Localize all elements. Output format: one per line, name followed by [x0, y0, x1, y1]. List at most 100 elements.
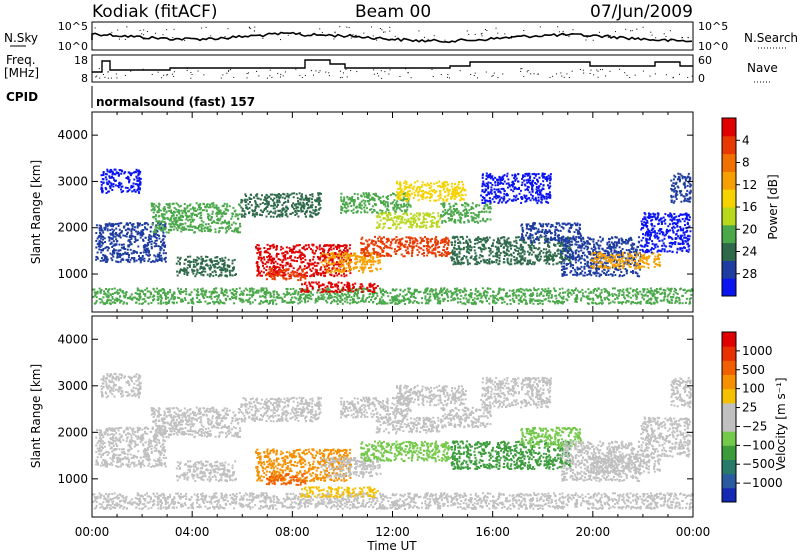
heatmap-cell — [95, 294, 97, 296]
heatmap-cell — [493, 300, 495, 302]
heatmap-cell — [564, 291, 566, 293]
heatmap-cell — [286, 302, 288, 304]
heatmap-cell — [380, 202, 382, 204]
heatmap-cell — [453, 293, 455, 295]
heatmap-cell — [112, 174, 114, 176]
heatmap-cell — [647, 302, 649, 304]
noise-search-dot — [608, 37, 609, 38]
noise-search-dot — [288, 35, 289, 36]
heatmap-cell — [340, 199, 342, 201]
heatmap-cell — [286, 290, 288, 292]
nave-dot — [649, 76, 650, 77]
heatmap-cell — [426, 240, 428, 242]
noise-search-dot — [184, 40, 185, 41]
heatmap-cell — [392, 220, 394, 222]
noise-search-dot — [516, 36, 517, 37]
heatmap-cell — [310, 248, 312, 250]
heatmap-cell — [110, 253, 112, 255]
heatmap-cell — [277, 272, 279, 274]
heatmap-cell — [304, 300, 306, 302]
heatmap-cell — [220, 260, 222, 262]
heatmap-cell — [286, 251, 288, 253]
heatmap-cell — [247, 203, 249, 205]
heatmap-cell — [119, 169, 121, 171]
heatmap-cell — [203, 297, 205, 299]
heatmap-cell — [289, 213, 291, 215]
nave-dot — [270, 70, 271, 71]
heatmap-cell — [279, 201, 281, 203]
heatmap-cell — [301, 193, 303, 195]
heatmap-cell — [490, 295, 492, 297]
heatmap-cell — [303, 293, 305, 295]
heatmap-cell — [216, 215, 218, 217]
heatmap-cell — [295, 297, 297, 299]
heatmap-cell — [554, 290, 556, 292]
heatmap-cell — [407, 203, 409, 205]
heatmap-cell — [637, 293, 639, 295]
heatmap-cell — [330, 271, 332, 273]
heatmap-cell — [230, 227, 232, 229]
heatmap-cell — [396, 220, 398, 222]
heatmap-cell — [507, 296, 509, 298]
heatmap-cell — [159, 227, 161, 229]
heatmap-cell — [304, 265, 306, 267]
noise-search-dot — [117, 30, 118, 31]
heatmap-cell — [316, 265, 318, 267]
heatmap-cell — [421, 302, 423, 304]
heatmap-cell — [396, 217, 398, 219]
heatmap-cell — [439, 218, 441, 220]
heatmap-cell — [338, 281, 340, 283]
heatmap-cell — [115, 223, 117, 225]
heatmap-cell — [642, 295, 644, 297]
nave-dot — [377, 73, 378, 74]
noise-search-dot — [424, 37, 425, 38]
heatmap-cell — [117, 289, 119, 291]
heatmap-cell — [365, 192, 367, 194]
heatmap-cell — [348, 284, 350, 286]
nave-dot — [295, 69, 296, 70]
heatmap-cell — [539, 299, 541, 301]
beam-title: Beam 00 — [355, 2, 431, 22]
noise-search-dot — [212, 38, 213, 39]
heatmap-cell — [159, 295, 161, 297]
heatmap-cell — [320, 285, 322, 287]
heatmap-cell — [111, 238, 113, 240]
heatmap-cell — [118, 186, 120, 188]
heatmap-cell — [465, 290, 467, 292]
heatmap-cell — [200, 226, 202, 228]
heatmap-cell — [562, 288, 564, 290]
heatmap-cell — [372, 264, 374, 266]
heatmap-cell — [168, 223, 170, 225]
heatmap-cell — [97, 252, 99, 254]
heatmap-cell — [267, 274, 269, 276]
heatmap-cell — [373, 260, 375, 262]
heatmap-cell — [303, 199, 305, 201]
heatmap-cell — [643, 298, 645, 300]
heatmap-cell — [169, 291, 171, 293]
heatmap-cell — [419, 226, 421, 228]
heatmap-cell — [312, 204, 314, 206]
heatmap-cell — [301, 269, 303, 271]
heatmap-cell — [300, 207, 302, 209]
heatmap-cell — [353, 202, 355, 204]
heatmap-cell — [343, 253, 345, 255]
heatmap-cell — [360, 300, 362, 302]
heatmap-cell — [274, 207, 276, 209]
heatmap-cell — [290, 272, 292, 274]
heatmap-cell — [173, 302, 175, 304]
heatmap-cell — [421, 297, 423, 299]
heatmap-cell — [137, 246, 139, 248]
noise-search-dot — [335, 32, 336, 33]
heatmap-cell — [270, 256, 272, 258]
heatmap-cell — [433, 249, 435, 251]
heatmap-cell — [548, 290, 550, 292]
heatmap-cell — [121, 300, 123, 302]
noise-search-dot — [587, 37, 588, 38]
heatmap-cell — [109, 170, 111, 172]
heatmap-cell — [226, 292, 228, 294]
heatmap-cell — [185, 218, 187, 220]
nave-dot — [133, 69, 134, 70]
heatmap-cell — [299, 249, 301, 251]
noise-search-dot — [380, 28, 381, 29]
heatmap-cell — [227, 264, 229, 266]
